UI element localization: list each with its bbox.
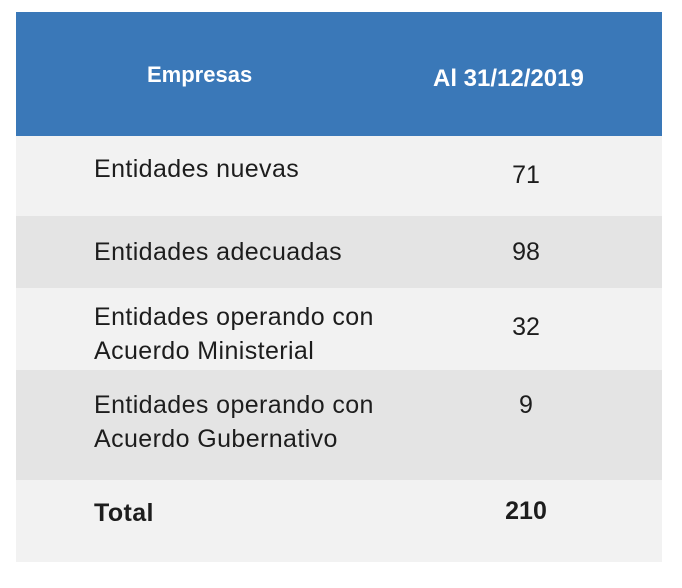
companies-table: Empresas Al 31/12/2019 Entidades nuevas … — [16, 12, 662, 562]
table-row: Entidades adecuadas 98 — [16, 216, 662, 288]
total-row: Total 210 — [16, 480, 662, 562]
row-value: 71 — [512, 161, 540, 189]
header-date: Al 31/12/2019 — [433, 65, 584, 92]
row-label-line2: Acuerdo Gubernativo — [94, 425, 338, 453]
row-label-line2: Acuerdo Ministerial — [94, 337, 315, 365]
row-label: Entidades nuevas — [94, 155, 300, 183]
row-label-line1: Entidades operando con — [94, 391, 374, 419]
row-value: 32 — [512, 313, 540, 341]
row-label-line1: Entidades operando con — [94, 303, 374, 331]
table-header: Empresas Al 31/12/2019 — [16, 12, 662, 136]
header-companies: Empresas — [147, 62, 253, 87]
total-label: Total — [94, 499, 154, 527]
row-value: 98 — [512, 238, 540, 266]
table-row: Entidades operando con Acuerdo Ministeri… — [16, 288, 662, 370]
row-label: Entidades adecuadas — [94, 238, 343, 266]
row-value: 9 — [519, 391, 533, 419]
table-row: Entidades nuevas 71 — [16, 136, 662, 216]
total-value: 210 — [505, 497, 547, 525]
table-row: Entidades operando con Acuerdo Gubernati… — [16, 370, 662, 480]
